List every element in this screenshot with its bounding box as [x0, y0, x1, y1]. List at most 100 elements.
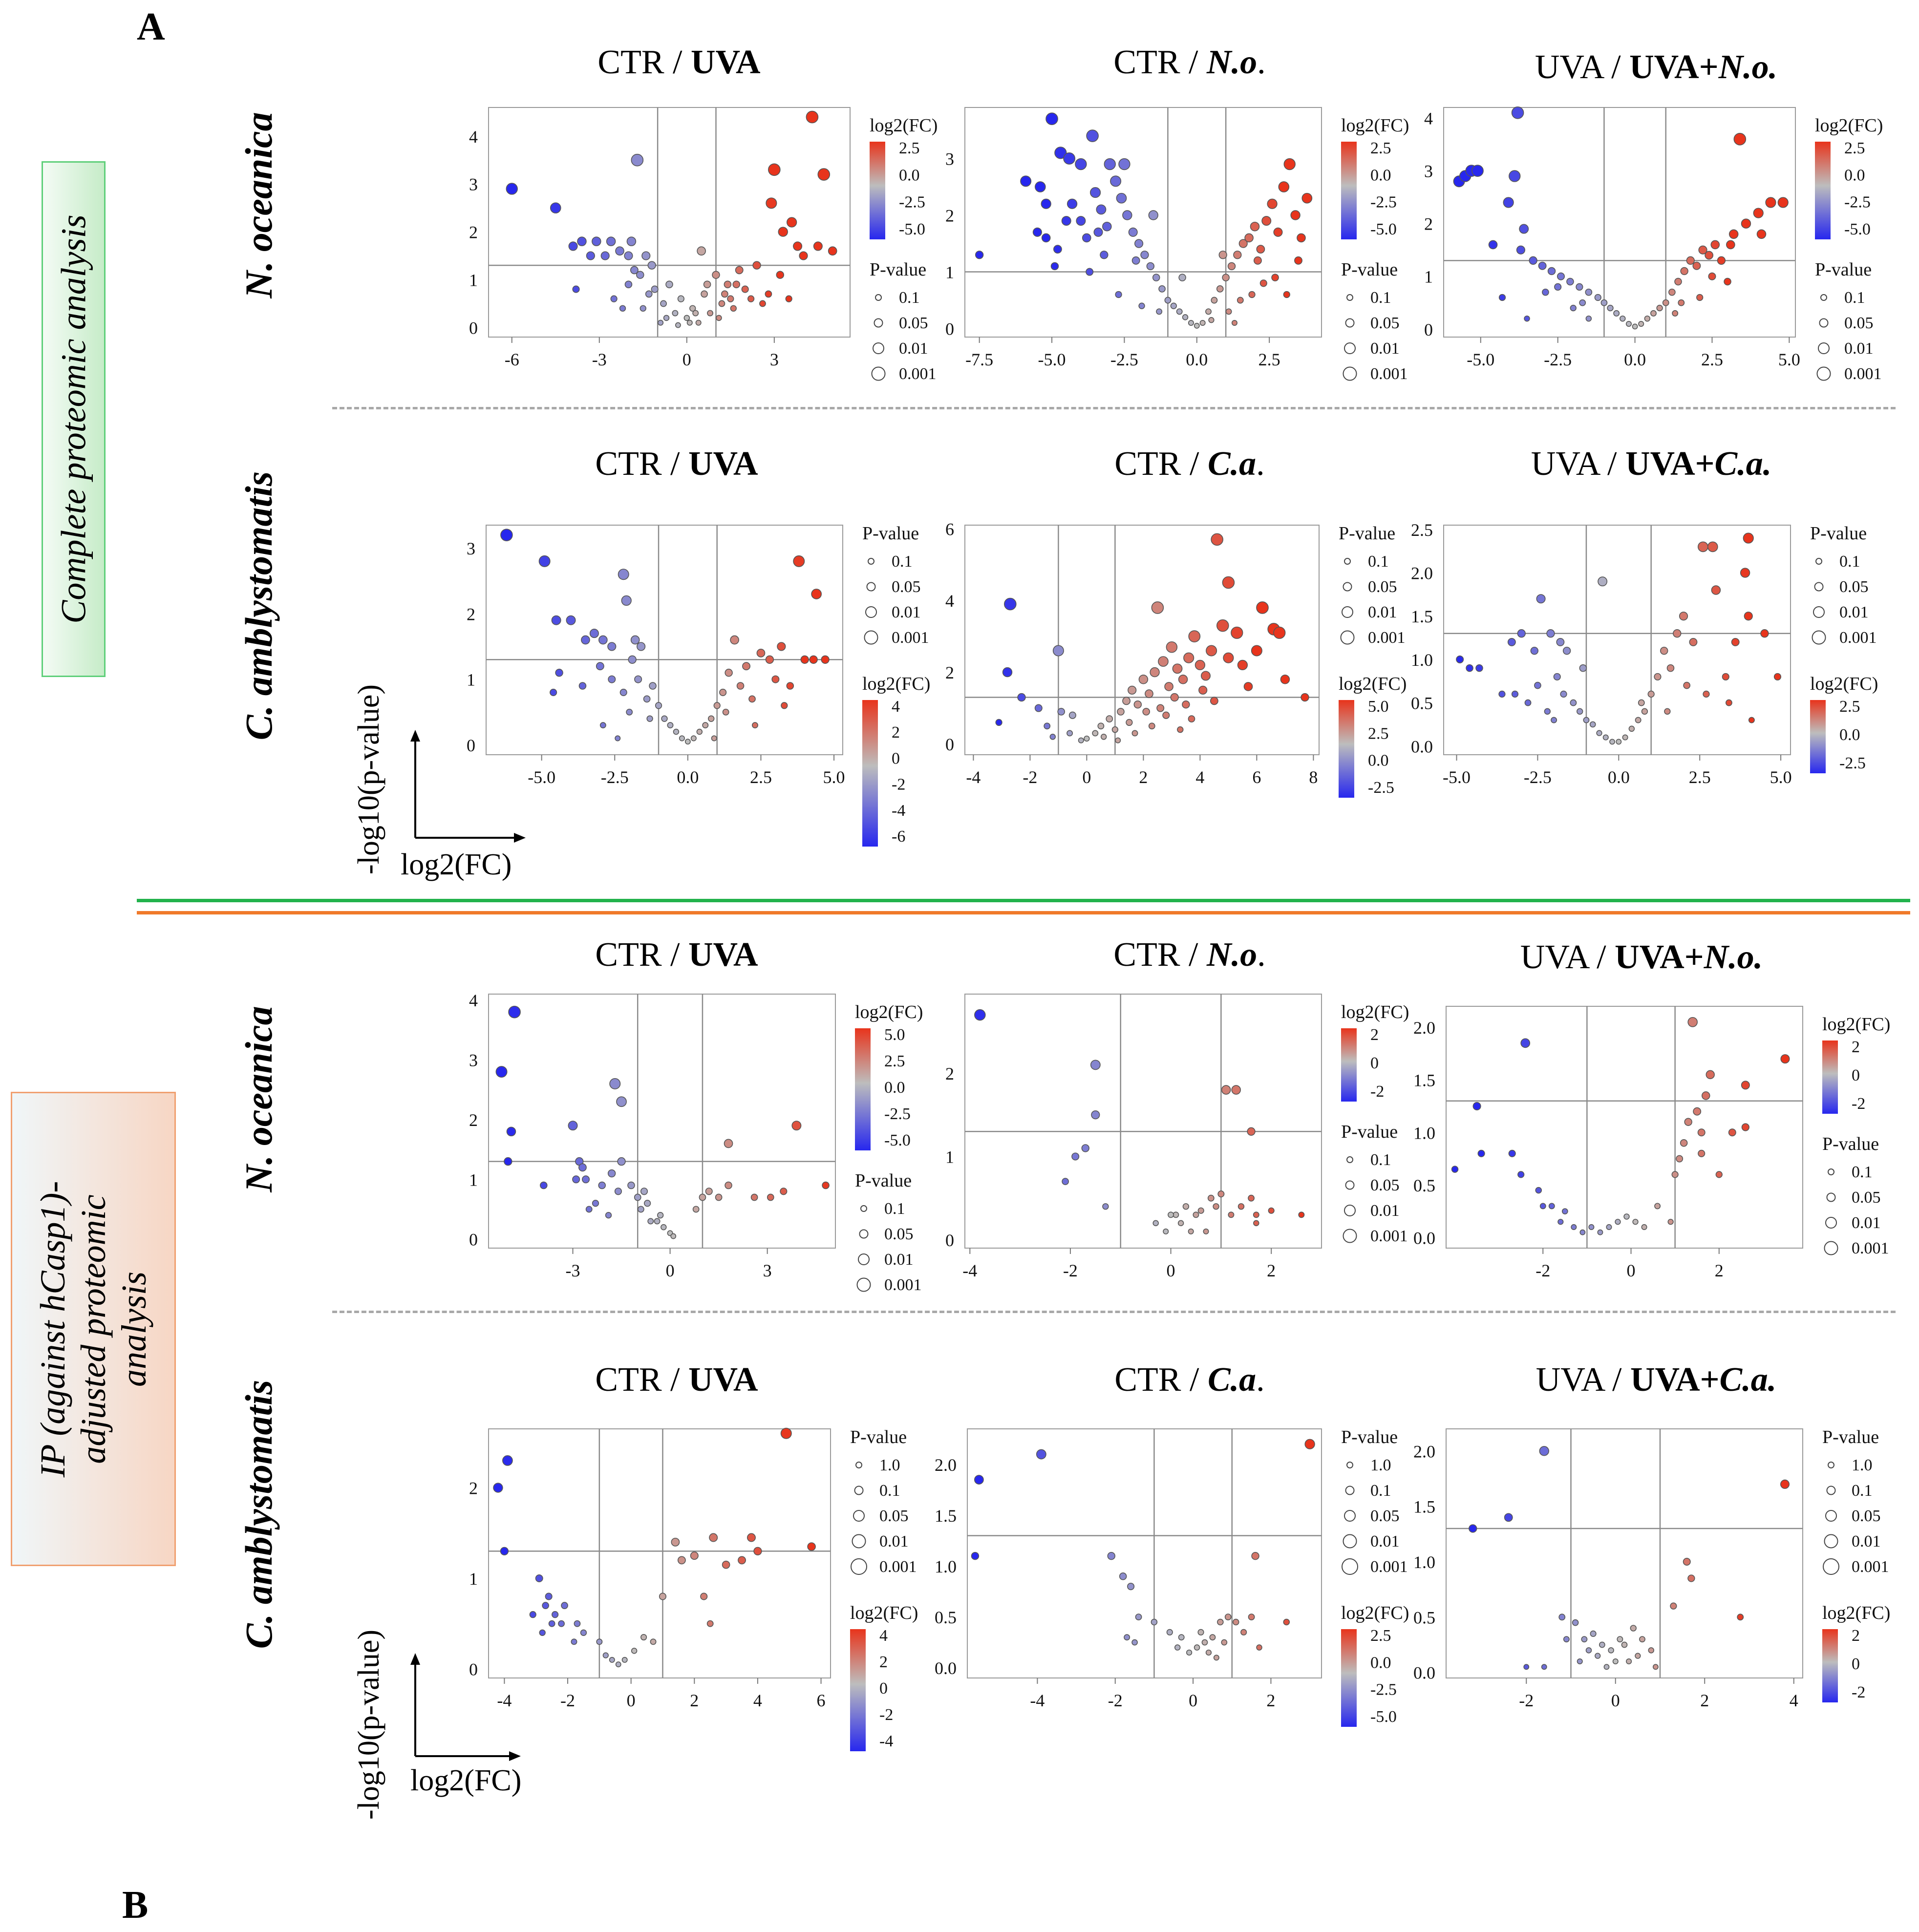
data-point: [1707, 541, 1718, 552]
data-point: [1020, 175, 1032, 187]
data-point: [1726, 699, 1732, 706]
data-point: [1248, 1614, 1255, 1621]
p-legend-marker: [874, 318, 883, 328]
data-point: [1186, 1649, 1193, 1656]
volcano-plot-d3: -2 0 2 4 0.0 0.5 1.0 1.5 2.0 P-value 1.0 0.1 0.05 0.0…: [1413, 1427, 1890, 1710]
data-point: [1609, 739, 1615, 745]
fc-legend-tick: -2.5: [1370, 1681, 1397, 1699]
data-point: [1106, 715, 1113, 722]
data-point: [1570, 699, 1577, 706]
p-legend-marker: [1344, 1205, 1356, 1216]
data-point: [1221, 1085, 1231, 1095]
volcano-plot-b3: -5.0 -2.5 0.0 2.5 5.0 0.0 0.5 1.0 1.5 2.0 2.5 P-val…: [1411, 520, 1878, 787]
p-legend-value: 0.05: [1852, 1189, 1881, 1207]
x-tick-label: 0: [627, 1691, 636, 1710]
data-point: [1237, 1203, 1245, 1210]
data-point: [535, 1574, 543, 1583]
p-legend-value: 0.01: [899, 340, 928, 358]
x-tick-label: -4: [497, 1691, 512, 1710]
data-point: [1635, 1653, 1641, 1659]
data-point: [1250, 221, 1260, 232]
fc-legend-tick: 2.5: [1844, 139, 1865, 157]
data-point: [1243, 682, 1253, 691]
data-point: [1594, 294, 1601, 301]
data-point: [1664, 708, 1671, 715]
data-point: [1207, 1194, 1215, 1202]
data-point: [1590, 1630, 1597, 1637]
data-point: [1539, 1203, 1546, 1210]
data-point: [582, 1175, 590, 1184]
data-point: [1290, 210, 1301, 220]
fc-legend-tick: -2: [1852, 1683, 1865, 1701]
data-point: [1193, 1211, 1199, 1218]
data-point: [713, 702, 721, 709]
volcano-plot-d2: -4 -2 0 2 0.0 0.5 1.0 1.5 2.0 P-value 1.0 0.1 0.05 0.…: [935, 1427, 1409, 1727]
data-point: [493, 1483, 503, 1493]
data-point: [1256, 1644, 1262, 1651]
x-tick-label: -2: [1108, 1691, 1123, 1710]
p-legend-value: 0.001: [879, 1558, 917, 1576]
plot-title-c3: UVA / UVA+N.o.: [1520, 938, 1763, 977]
data-point: [752, 722, 758, 729]
p-legend-marker: [1342, 1558, 1358, 1575]
data-point: [718, 300, 725, 307]
data-point: [1542, 288, 1549, 296]
data-point: [1002, 667, 1013, 678]
data-point: [1211, 297, 1218, 304]
data-point: [1472, 1102, 1481, 1111]
data-point: [822, 1181, 830, 1189]
data-point: [1209, 1634, 1216, 1641]
section-label-complete: Complete proteomic analysis: [42, 161, 106, 677]
plot-title-plain: CTR /: [1113, 936, 1207, 974]
fc-legend-tick: -2: [879, 1706, 893, 1724]
data-point: [640, 1188, 648, 1195]
data-point: [1253, 1220, 1259, 1227]
data-point: [578, 1163, 587, 1172]
section-divider-green: [137, 899, 1910, 902]
data-point: [1050, 262, 1059, 271]
plot-title-b3: UVA / UVA+C.a.: [1531, 445, 1771, 484]
data-point: [692, 1206, 700, 1213]
data-point: [561, 1602, 568, 1609]
x-tick-label: -3: [592, 350, 607, 369]
p-legend-marker: [1819, 318, 1829, 328]
y-tick-label: 2.0: [1413, 1442, 1435, 1461]
data-point: [1178, 274, 1186, 281]
data-point: [1612, 1658, 1619, 1665]
plot-title-plain: UVA /: [1520, 938, 1615, 976]
x-tick-label: -2: [1063, 1261, 1078, 1280]
p-legend-value: 0.001: [1839, 629, 1877, 647]
plot-title-bold: UVA: [688, 1361, 758, 1399]
x-tick-label: 0: [666, 1261, 675, 1280]
data-point: [1178, 675, 1188, 684]
data-point: [1728, 229, 1739, 239]
data-point: [1536, 594, 1546, 604]
data-point: [1672, 310, 1679, 317]
data-point: [1608, 1647, 1614, 1654]
y-tick-label: 1.0: [1413, 1552, 1435, 1572]
data-point: [1692, 261, 1701, 270]
p-legend-marker: [1826, 1192, 1836, 1202]
x-tick-label: 0.0: [677, 767, 699, 787]
data-point: [1177, 1220, 1184, 1227]
x-tick-label: -6: [505, 350, 519, 369]
data-point: [1585, 288, 1593, 296]
data-point: [1075, 158, 1087, 170]
fc-legend-tick: 0: [1852, 1655, 1860, 1673]
p-legend-marker: [1345, 1180, 1355, 1190]
data-point: [1283, 291, 1290, 298]
volcano-plot-b2: -4 -2 0 2 4 6 8 0 2 4 6 P-value 0.1 0.05 0.01 0.001 log2…: [945, 519, 1407, 798]
data-point: [585, 1206, 593, 1213]
data-point: [1577, 708, 1583, 715]
data-point: [1576, 283, 1583, 291]
data-point: [747, 295, 755, 302]
p-legend-title: P-value: [1822, 1134, 1879, 1154]
data-point: [705, 1188, 713, 1195]
data-point: [971, 1551, 980, 1560]
data-point: [1641, 1224, 1647, 1230]
data-point: [1146, 262, 1155, 271]
p-legend-title: P-value: [1810, 523, 1867, 544]
y-tick-label: 0: [467, 736, 475, 755]
plot-title-plain: CTR /: [595, 445, 688, 483]
data-point: [1570, 304, 1577, 312]
